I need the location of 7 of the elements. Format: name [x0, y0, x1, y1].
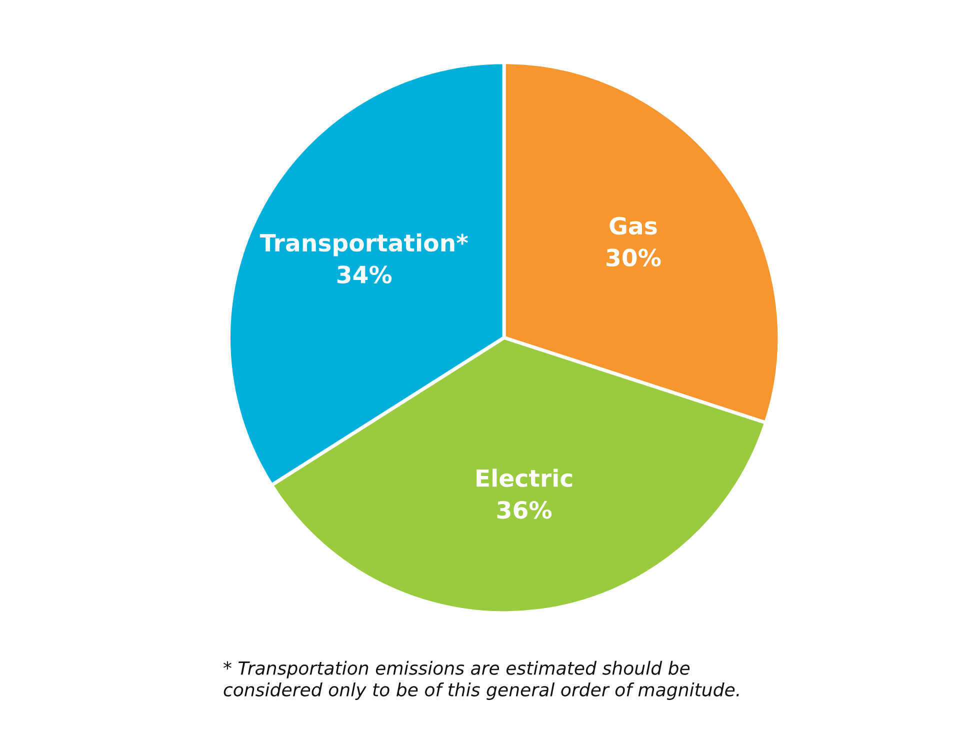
slice-label: Gas: [610, 216, 657, 235]
data-label: 30%: [606, 248, 661, 267]
slice-label: Transportation*: [260, 233, 468, 256]
slice-label: Electric: [476, 468, 572, 487]
data-label: 36%: [497, 500, 552, 519]
text: * Transportation emissions are estimated should be considered only to be of this general order of magnitude.: [223, 660, 739, 700]
data-label: 34%: [337, 266, 392, 284]
